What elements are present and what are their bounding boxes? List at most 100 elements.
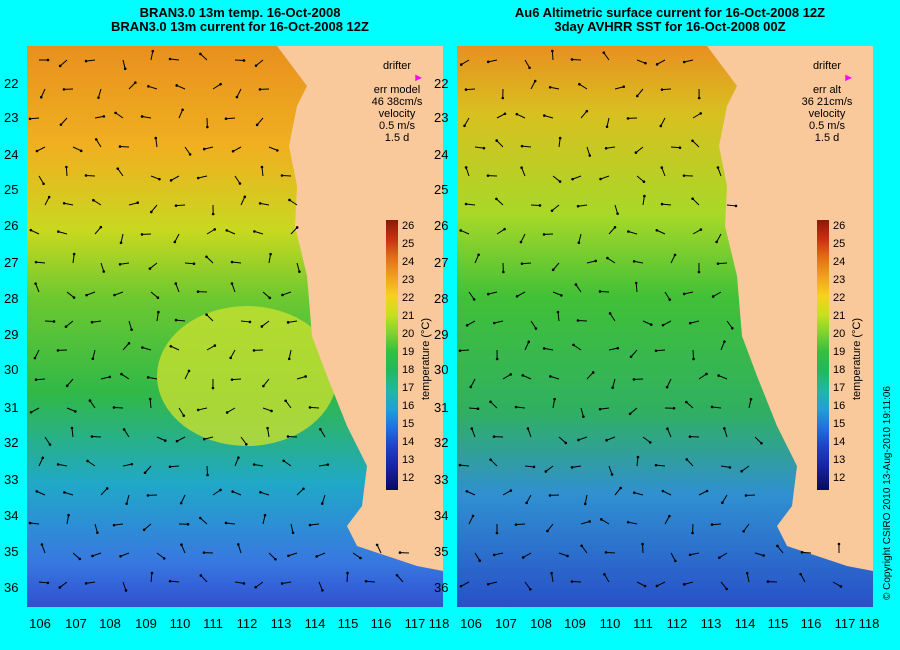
current-vector-head <box>229 356 232 360</box>
current-vector-head <box>699 228 703 231</box>
current-vector-head <box>127 341 131 345</box>
current-vector <box>150 204 158 213</box>
current-vector <box>460 581 470 587</box>
current-vector <box>606 436 616 441</box>
current-vector <box>396 574 404 583</box>
current-vector <box>282 581 292 584</box>
current-vector <box>44 436 51 445</box>
current-vector <box>143 523 152 531</box>
current-vector-head <box>465 489 469 493</box>
current-vector <box>608 465 613 475</box>
current-vector <box>29 522 40 525</box>
current-vector <box>237 544 242 554</box>
current-vector-head <box>619 486 622 490</box>
current-vector <box>524 59 530 69</box>
current-vector <box>180 494 186 504</box>
current-vector-head <box>642 180 646 184</box>
current-vector <box>128 320 133 330</box>
current-vector-head <box>486 60 490 64</box>
current-vector-head <box>64 325 68 328</box>
drifter-label: drifter <box>812 60 842 72</box>
current-vector-head <box>705 372 708 376</box>
current-vector <box>686 459 694 467</box>
current-vector-head <box>211 212 215 216</box>
current-vector-head <box>627 230 630 233</box>
current-vector <box>142 347 152 351</box>
current-vector <box>261 320 270 327</box>
current-vector-head <box>588 520 591 523</box>
current-vector-head <box>28 521 32 525</box>
current-vector-head <box>346 571 349 575</box>
current-vector <box>200 575 208 583</box>
lon-label: 113 <box>270 616 292 631</box>
current-vector <box>628 521 638 525</box>
current-vector <box>89 400 96 409</box>
lon-label-right: 117 <box>834 616 856 631</box>
current-vector <box>35 261 46 264</box>
colorbar-tick-right: 15 <box>833 418 846 430</box>
current-vector-head <box>112 523 116 527</box>
current-vector-head <box>691 531 694 535</box>
current-vector <box>319 429 326 438</box>
lon-label: 111 <box>203 616 223 631</box>
current-vector-head <box>635 94 639 98</box>
current-vector-head <box>304 375 307 378</box>
current-vector <box>558 138 561 148</box>
current-vector-head <box>242 582 246 585</box>
current-vector-head <box>375 543 379 547</box>
current-vector <box>115 112 124 119</box>
current-vector <box>717 167 722 177</box>
current-vector-head <box>458 349 462 352</box>
current-vector-head <box>168 465 172 469</box>
current-vector <box>636 175 645 183</box>
current-vector-head <box>56 349 60 352</box>
current-vector <box>642 320 652 326</box>
right-title-line1: Au6 Altimetric surface current for 16-Oc… <box>514 5 826 20</box>
current-vector <box>128 82 136 90</box>
current-vector-head <box>253 230 256 233</box>
current-vector-head <box>46 58 50 62</box>
current-vector-head <box>641 542 644 546</box>
current-vector-head <box>463 124 466 128</box>
lon-label-right: 109 <box>564 616 586 631</box>
current-vector-head <box>125 502 128 505</box>
current-vector-head <box>156 296 160 300</box>
current-vector-head <box>269 252 272 256</box>
current-vector <box>578 233 582 243</box>
current-vector <box>261 167 264 177</box>
current-vector-head <box>157 310 160 314</box>
current-vector-head <box>143 471 147 475</box>
current-vector-head <box>628 412 632 416</box>
current-vector-head <box>108 375 112 379</box>
current-vector <box>206 228 215 235</box>
current-vector-head <box>280 174 284 177</box>
current-vector-head <box>715 240 718 244</box>
current-vector <box>206 314 214 322</box>
current-vector <box>720 581 728 590</box>
current-vector-head <box>604 146 608 150</box>
current-vector <box>488 59 498 63</box>
current-vector-head <box>94 138 98 141</box>
current-vector-head <box>29 228 33 232</box>
current-vector-head <box>34 378 38 382</box>
current-vector-head <box>533 79 537 83</box>
current-vector-head <box>576 204 580 208</box>
right-legend: drifter ► err alt 36 21cm/s velocity 0.5… <box>792 60 862 144</box>
current-vector-head <box>548 85 552 89</box>
current-vector-head <box>136 201 140 205</box>
current-vector-head <box>572 343 575 347</box>
current-vector <box>126 494 130 504</box>
colorbar-tick: 18 <box>402 364 415 376</box>
current-vector <box>318 464 328 467</box>
current-vector-head <box>472 298 476 301</box>
colorbar-tick-right: 14 <box>833 436 846 448</box>
current-vector-head <box>130 462 134 466</box>
current-vector <box>282 291 292 296</box>
current-vector-head <box>288 198 291 202</box>
current-vector <box>156 312 159 322</box>
current-vector-head <box>91 554 94 558</box>
current-vector <box>150 291 159 299</box>
current-vector-head <box>482 146 486 150</box>
current-vector <box>580 407 584 417</box>
current-vector-head <box>116 167 120 170</box>
